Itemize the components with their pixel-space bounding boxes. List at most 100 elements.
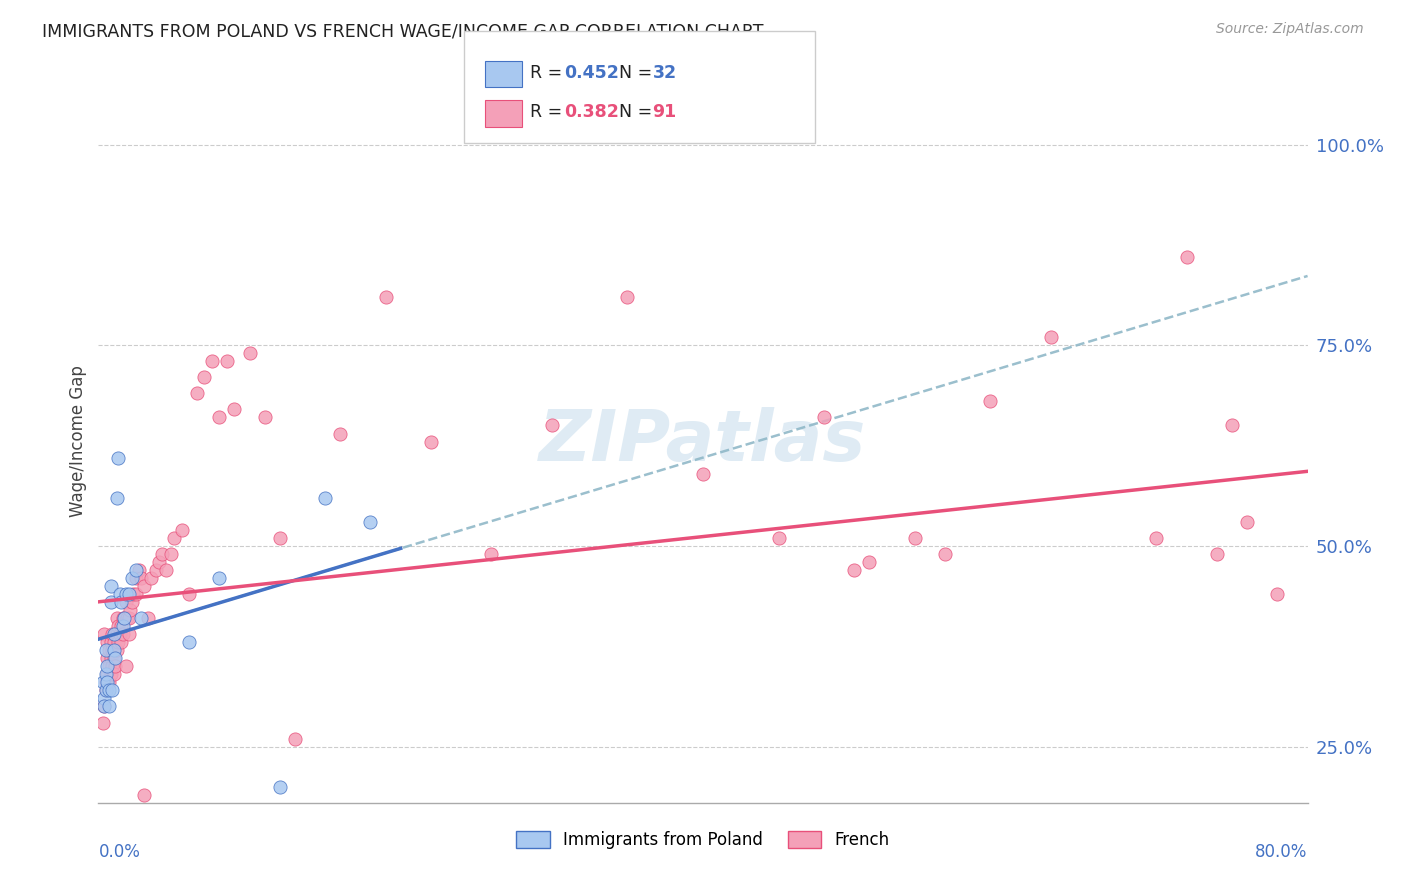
- Point: [107, 635, 129, 649]
- Point: [98, 699, 121, 714]
- Point: [540, 418, 562, 433]
- Point: [107, 619, 129, 633]
- Point: [768, 531, 790, 545]
- Point: [100, 635, 122, 649]
- Point: [105, 627, 128, 641]
- Point: [96, 667, 118, 681]
- Point: [93, 627, 115, 641]
- Point: [201, 354, 224, 368]
- Text: 91: 91: [652, 103, 676, 121]
- Text: N =: N =: [619, 103, 658, 121]
- Point: [314, 491, 336, 505]
- Point: [132, 579, 155, 593]
- Point: [111, 627, 134, 641]
- Point: [114, 595, 136, 609]
- Point: [150, 547, 173, 561]
- Point: [118, 627, 141, 641]
- Text: R =: R =: [530, 103, 568, 121]
- Point: [118, 587, 141, 601]
- Point: [93, 699, 115, 714]
- Point: [121, 571, 143, 585]
- Point: [105, 611, 128, 625]
- Point: [96, 635, 118, 649]
- Point: [163, 531, 186, 545]
- Point: [101, 659, 124, 673]
- Point: [979, 394, 1001, 409]
- Point: [98, 675, 121, 690]
- Point: [114, 659, 136, 673]
- Point: [111, 619, 134, 633]
- Point: [108, 627, 131, 641]
- Point: [101, 683, 124, 698]
- Text: 80.0%: 80.0%: [1256, 843, 1308, 861]
- Point: [104, 659, 127, 673]
- Point: [118, 611, 141, 625]
- Point: [98, 643, 121, 657]
- Point: [121, 595, 143, 609]
- Text: IMMIGRANTS FROM POLAND VS FRENCH WAGE/INCOME GAP CORRELATION CHART: IMMIGRANTS FROM POLAND VS FRENCH WAGE/IN…: [42, 22, 763, 40]
- Point: [1220, 418, 1243, 433]
- Point: [1175, 250, 1198, 264]
- Point: [374, 290, 396, 304]
- Point: [269, 531, 291, 545]
- Point: [186, 386, 208, 401]
- Point: [1206, 547, 1229, 561]
- Point: [692, 467, 714, 481]
- Text: Source: ZipAtlas.com: Source: ZipAtlas.com: [1216, 22, 1364, 37]
- Point: [132, 788, 155, 802]
- Text: R =: R =: [530, 64, 568, 82]
- Point: [110, 635, 132, 649]
- Point: [253, 410, 276, 425]
- Point: [96, 659, 118, 673]
- Point: [145, 563, 167, 577]
- Point: [104, 627, 127, 641]
- Text: 0.0%: 0.0%: [98, 843, 141, 861]
- Point: [115, 611, 138, 625]
- Point: [170, 523, 193, 537]
- Point: [103, 667, 125, 681]
- Point: [129, 571, 152, 585]
- Point: [148, 555, 170, 569]
- Point: [269, 780, 291, 794]
- Point: [329, 426, 352, 441]
- Point: [112, 611, 135, 625]
- Point: [100, 595, 122, 609]
- Point: [160, 547, 183, 561]
- Point: [136, 611, 159, 625]
- Point: [91, 675, 114, 690]
- Point: [98, 659, 121, 673]
- Point: [1236, 515, 1258, 529]
- Point: [111, 611, 134, 625]
- Point: [100, 651, 122, 665]
- Point: [1039, 330, 1062, 344]
- Point: [858, 555, 880, 569]
- Point: [98, 683, 121, 698]
- Point: [360, 515, 382, 529]
- Legend: Immigrants from Poland, French: Immigrants from Poland, French: [509, 824, 897, 856]
- Point: [129, 611, 152, 625]
- Point: [91, 715, 114, 730]
- Point: [1085, 812, 1108, 826]
- Point: [125, 563, 148, 577]
- Point: [239, 346, 262, 360]
- Point: [934, 547, 956, 561]
- Point: [215, 354, 238, 368]
- Point: [100, 579, 122, 593]
- Point: [103, 643, 125, 657]
- Point: [103, 627, 125, 641]
- Point: [193, 370, 215, 384]
- Point: [101, 627, 124, 641]
- Text: 0.452: 0.452: [564, 64, 619, 82]
- Point: [179, 587, 201, 601]
- Point: [94, 643, 117, 657]
- Text: 32: 32: [652, 64, 676, 82]
- Y-axis label: Wage/Income Gap: Wage/Income Gap: [69, 366, 87, 517]
- Point: [94, 675, 117, 690]
- Point: [103, 635, 125, 649]
- Point: [155, 563, 177, 577]
- Point: [93, 691, 115, 706]
- Point: [1024, 868, 1046, 882]
- Point: [108, 587, 131, 601]
- Point: [104, 651, 127, 665]
- Point: [110, 595, 132, 609]
